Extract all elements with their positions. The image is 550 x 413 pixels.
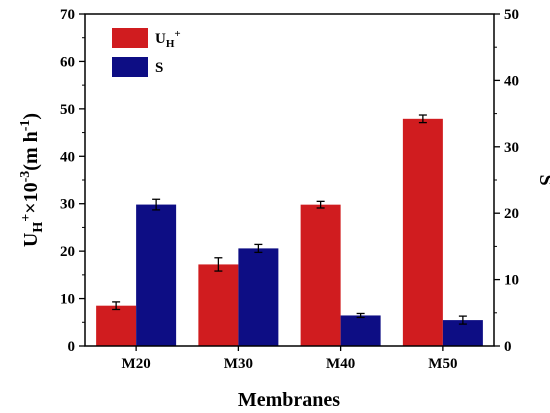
x-tick-label-m20: M20 [122, 356, 151, 372]
error-bar-s-m40 [356, 312, 365, 319]
y-left-tick-label-60: 60 [60, 54, 75, 70]
y-left-tick-label-50: 50 [60, 102, 75, 118]
x-tick-label-m50: M50 [428, 356, 457, 372]
bar-s-m40 [340, 315, 381, 346]
y-right-tick-label-20: 20 [504, 206, 519, 222]
plot-frame [84, 13, 495, 347]
y-right-tick-label-30: 30 [504, 140, 519, 156]
y-right-tick-label-0: 0 [504, 339, 512, 355]
y-right-tick-label-50: 50 [504, 7, 519, 23]
error-bar-s-m30 [254, 243, 263, 254]
y-left-tick-label-30: 30 [60, 197, 75, 213]
legend-label-s: S [155, 60, 163, 76]
error-bar-uh-m40 [316, 200, 325, 209]
bar-uh-m50 [402, 118, 443, 347]
legend-swatch-uh [112, 28, 148, 48]
y-axis-title-left: UH+×10-3(m h-1) [18, 113, 46, 247]
error-bar-s-m50 [458, 315, 467, 325]
error-bar-uh-m30 [214, 257, 223, 272]
x-tick-label-m40: M40 [326, 356, 355, 372]
x-axis-title: Membranes [238, 389, 340, 411]
error-bar-uh-m20 [112, 301, 121, 311]
bar-uh-m20 [96, 305, 137, 346]
y-left-tick-label-40: 40 [60, 149, 75, 165]
error-bar-uh-m50 [418, 114, 427, 124]
x-tick-label-m30: M30 [224, 356, 253, 372]
y-left-tick-label-10: 10 [60, 292, 75, 308]
chart-marks [96, 114, 483, 347]
bar-s-m30 [238, 248, 279, 346]
y-right-tick-label-10: 10 [504, 273, 519, 289]
legend-label-uh: UH+ [155, 28, 181, 50]
error-bar-s-m20 [152, 198, 161, 211]
bar-uh-m40 [300, 204, 341, 346]
y-left-tick-label-70: 70 [60, 7, 75, 23]
bar-uh-m30 [198, 264, 239, 346]
tick-labels: M20 M30 M40 M50 0 10 20 30 40 50 60 70 0 10 20 30 40 50 [60, 7, 519, 372]
bar-s-m20 [136, 204, 177, 346]
y-axis-title-right: S [535, 174, 550, 185]
y-right-tick-label-40: 40 [504, 73, 519, 89]
y-left-tick-label-0: 0 [68, 339, 76, 355]
legend: UH+ S [112, 28, 181, 77]
y-left-tick-label-20: 20 [60, 244, 75, 260]
legend-swatch-s [112, 57, 148, 77]
